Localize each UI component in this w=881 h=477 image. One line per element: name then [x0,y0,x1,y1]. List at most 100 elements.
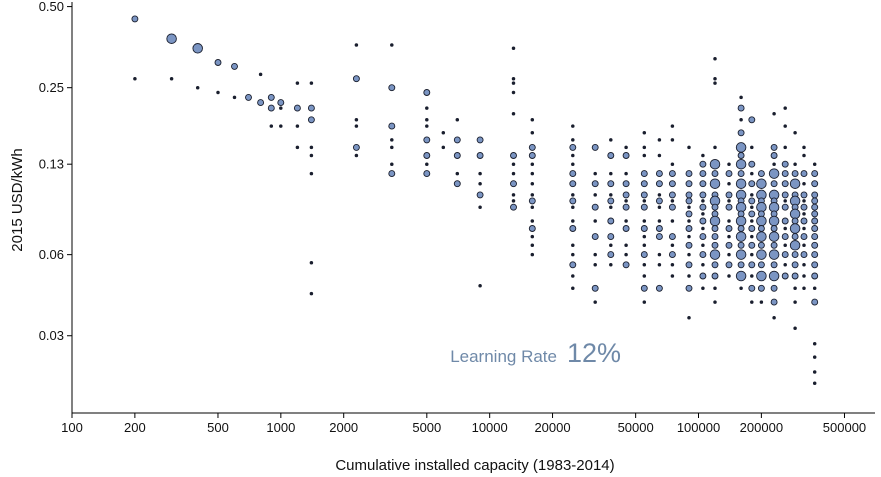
data-point [735,158,747,170]
data-point [530,181,535,186]
data-point [642,234,647,239]
data-point [699,203,707,211]
data-point [425,118,429,122]
data-point [699,217,707,225]
data-point [530,252,535,257]
data-point [622,203,630,211]
data-point [711,170,719,178]
data-point [607,217,615,225]
data-point [352,143,360,151]
data-point [791,170,799,178]
data-point [685,191,693,199]
data-point [811,241,819,249]
data-point [701,153,705,158]
data-point [478,205,482,209]
data-point [770,180,778,188]
data-point [530,193,535,197]
data-point [711,203,719,211]
data-point [781,160,789,168]
x-tick-label: 50000 [618,420,654,435]
data-point [624,219,628,223]
data-point [670,219,675,223]
data-point [748,284,756,292]
data-point [709,178,721,189]
data-point [789,223,801,234]
data-point [713,145,717,150]
y-tick-label: 0.25 [39,80,64,95]
data-point [670,243,675,248]
data-point [455,118,460,122]
data-point [709,215,721,227]
data-point [768,249,780,260]
data-point [750,234,754,239]
data-point [640,225,648,232]
data-point [768,215,780,227]
data-point [670,263,675,267]
data-point [510,203,517,211]
data-point [232,95,237,100]
data-point [770,152,778,159]
data-point [670,124,675,128]
data-point [642,153,647,158]
data-point [571,138,575,142]
data-point [770,261,778,269]
data-point [455,171,460,176]
data-point [737,241,745,249]
data-point [214,59,222,66]
data-point [802,274,806,278]
data-point [609,138,613,142]
data-point [811,191,819,199]
data-point [711,261,719,269]
data-point [640,284,648,292]
data-point [571,252,575,257]
data-point [793,300,797,304]
data-point [593,193,597,197]
data-point [425,124,429,128]
data-point [770,284,778,292]
data-point [622,152,630,159]
data-point [811,261,819,269]
data-point [511,46,516,51]
data-point [748,197,756,205]
data-point [757,225,765,232]
data-point [748,241,756,249]
data-point [609,243,613,248]
data-point [640,170,648,178]
data-point [571,153,575,158]
data-point [192,43,203,54]
data-point [511,76,516,81]
data-point [668,170,676,178]
data-point [770,225,778,232]
x-tick-label: 1000 [266,420,295,435]
data-point [811,203,819,211]
data-point [307,104,315,112]
data-point [759,300,764,304]
data-point [756,249,767,260]
data-point [569,197,577,205]
data-point [354,43,359,47]
data-point [685,284,693,292]
data-point [725,170,733,178]
data-point [757,261,765,269]
data-point [423,89,431,96]
data-point [657,252,662,257]
data-point [307,116,315,124]
data-point [812,381,817,385]
data-point [642,243,647,248]
data-point [279,124,283,128]
data-point [811,272,819,280]
data-point [279,106,283,110]
data-point [591,284,599,292]
data-point [530,205,535,209]
data-point [687,315,691,320]
data-point [453,136,461,144]
data-point [624,199,628,203]
data-point [748,261,756,269]
data-point [591,180,599,188]
x-tick-label: 5000 [412,420,441,435]
data-point [624,171,628,176]
data-point [309,291,314,296]
learning-rate-label: Learning Rate [450,347,557,366]
data-point [699,233,707,241]
data-point [655,180,663,188]
